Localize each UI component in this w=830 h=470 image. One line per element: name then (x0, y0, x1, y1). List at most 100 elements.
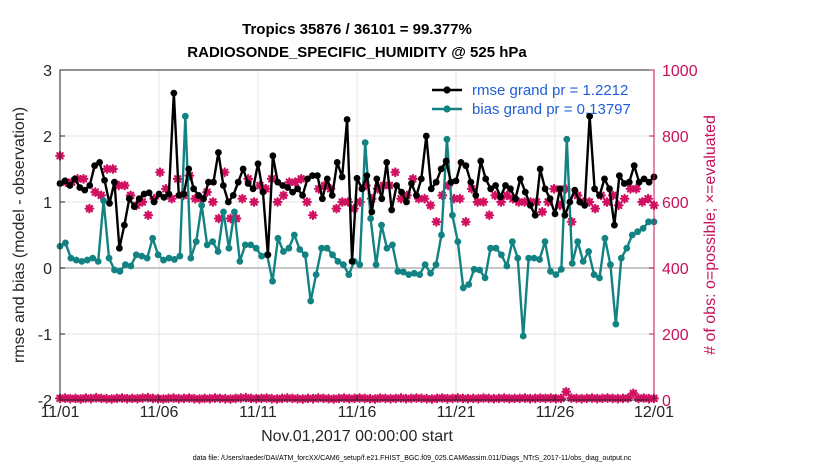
bias-point-26 (198, 201, 206, 209)
bias-point-34 (241, 241, 249, 249)
rmse-point-105 (576, 198, 584, 206)
rmse-point-73 (417, 175, 425, 183)
obs_low-marker-98-stroke-3 (562, 387, 570, 396)
bias-point-93 (563, 135, 571, 143)
rmse-point-19 (150, 198, 158, 206)
rmse-point-99 (546, 195, 554, 203)
obs-marker-10-stroke-3 (115, 181, 123, 190)
obs-marker-18-stroke-3 (162, 185, 170, 193)
bias-point-73 (454, 238, 462, 246)
rmse-point-102 (561, 211, 569, 219)
rmse-point-93 (516, 175, 524, 183)
obs-marker-31-stroke-3 (238, 194, 247, 203)
rmse-point-103 (566, 198, 574, 206)
bias-point-2 (67, 254, 75, 262)
obs-marker-27-stroke-3 (215, 214, 223, 223)
bias-point-16 (143, 254, 151, 262)
legend-rmse-marker (443, 86, 451, 94)
bias-point-64 (405, 271, 413, 278)
obs_low-marker-20-stroke-3 (159, 395, 168, 403)
obs-marker-5-stroke-3 (85, 204, 94, 213)
bias-point-55 (356, 261, 364, 269)
bias-point-102 (612, 320, 620, 328)
rmse-point-25 (180, 190, 188, 198)
chart-title-line1: Tropics 35876 / 36101 = 99.377% (242, 21, 472, 38)
bias-point-107 (639, 225, 647, 232)
obs-marker-69-stroke-3 (462, 218, 470, 226)
x-tick-label-0: 11/01 (41, 404, 80, 421)
bias-point-4 (78, 258, 86, 265)
rmse-point-55 (328, 192, 336, 199)
rmse-point-68 (393, 182, 400, 189)
rmse-point-28 (195, 192, 203, 199)
bias-point-89 (541, 238, 549, 246)
bias-point-13 (127, 262, 135, 270)
bias-point-49 (323, 244, 331, 252)
rmse-point-57 (338, 173, 346, 181)
bias-point-8 (100, 197, 107, 205)
bias-point-17 (149, 234, 157, 242)
obs-marker-99-stroke-3 (638, 198, 647, 206)
bias-point-24 (187, 254, 195, 262)
bias-point-53 (345, 271, 353, 278)
obs_low-marker-97 (556, 393, 566, 404)
obs-marker-41 (296, 174, 307, 184)
bias-point-12 (121, 261, 129, 269)
bias-point-46 (307, 297, 315, 305)
bias-point-95 (574, 238, 582, 246)
rmse-point-65 (378, 195, 386, 203)
rmse-point-104 (571, 186, 579, 194)
obs-marker-64 (431, 216, 442, 227)
bias-point-6 (89, 254, 97, 262)
obs-marker-8 (102, 164, 112, 174)
x-tick-label-1: 11/06 (140, 404, 179, 421)
x-tick-label-6: 12/01 (634, 404, 674, 421)
rmse-point-49 (299, 192, 306, 199)
rmse-point-8 (96, 159, 103, 166)
rmse-point-116 (630, 162, 638, 170)
obs-marker-72 (478, 197, 489, 207)
obs-marker-97 (625, 183, 636, 194)
obs-marker-37 (272, 197, 283, 207)
obs-marker-11-stroke-3 (120, 181, 129, 190)
obs-marker-17-stroke-3 (156, 168, 164, 177)
bias-point-88 (536, 256, 543, 263)
obs_low-marker-47-stroke-3 (298, 395, 307, 403)
obs-marker-15 (143, 210, 154, 221)
rmse-point-110 (601, 175, 608, 183)
bias-point-62 (394, 267, 402, 275)
bias-point-78 (481, 274, 489, 282)
bias-point-90 (547, 267, 554, 275)
right-tick-label-1: 200 (662, 327, 689, 344)
rmse-point-18 (145, 189, 153, 197)
rmse-point-64 (373, 175, 381, 183)
bias-point-104 (623, 244, 631, 252)
rmse-point-35 (229, 192, 237, 199)
bias-point-98 (590, 271, 598, 278)
rmse-point-27 (190, 185, 198, 193)
bias-point-85 (519, 332, 527, 340)
x-axis-label: Nov.01,2017 00:00:00 start (261, 428, 453, 445)
footer-data-file: data file: /Users/raeder/DAI/ATM_forcXX/… (193, 455, 632, 462)
bias-point-7 (94, 258, 102, 265)
obs-marker-11 (119, 180, 130, 191)
bias-point-91 (552, 271, 560, 278)
left-tick-label-3: 1 (43, 195, 52, 212)
x-tick-label-2: 11/11 (239, 404, 277, 421)
left-tick-label-0: -2 (38, 393, 52, 410)
bias-point-52 (339, 261, 347, 269)
obs-marker-41-stroke-3 (297, 175, 305, 183)
obs_low-marker-72-stroke-3 (428, 395, 436, 403)
bias-point-94 (568, 259, 576, 267)
bias-point-65 (410, 269, 418, 277)
obs-marker-9-stroke-3 (109, 165, 117, 173)
rmse-point-9 (101, 176, 108, 184)
bias-point-83 (508, 238, 516, 246)
obs_low-marker-33-stroke-3 (226, 395, 235, 403)
obs-marker-69 (460, 216, 471, 227)
rmse-point-67 (388, 206, 396, 214)
obs-marker-38-stroke-3 (279, 191, 288, 200)
obs-marker-14-stroke-3 (138, 198, 147, 206)
obs-marker-98-stroke-3 (632, 185, 641, 193)
right-y-axis: 0 200 400 600 800 1000 (649, 63, 698, 410)
